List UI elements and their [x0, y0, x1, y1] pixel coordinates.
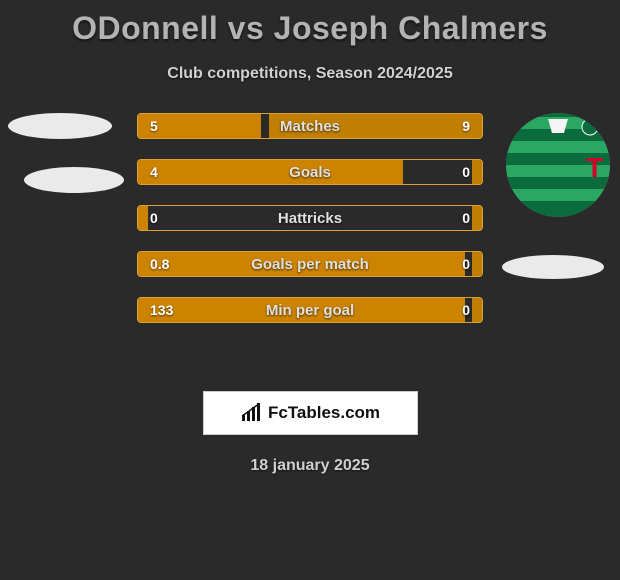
player-right-avatar: T — [506, 113, 610, 217]
stat-bar-row: 40Goals — [137, 159, 483, 185]
stat-bar-label: Goals per match — [138, 252, 482, 276]
date-text: 18 january 2025 — [0, 457, 620, 475]
logo-text: FcTables.com — [268, 403, 380, 423]
avatar-jersey-icon: T — [506, 113, 610, 217]
player-left-ellipse-1 — [8, 113, 112, 139]
stat-bar-row: 1330Min per goal — [137, 297, 483, 323]
stat-bar-label: Matches — [138, 114, 482, 138]
svg-text:T: T — [586, 152, 603, 183]
stat-bars: 59Matches 40Goals 00Hattricks 0.80Goals per… — [137, 113, 483, 343]
stat-bar-row: 0.80Goals per match — [137, 251, 483, 277]
stat-bar-label: Goals — [138, 160, 482, 184]
player-left-avatar-block — [8, 113, 124, 193]
stat-bar-label: Hattricks — [138, 206, 482, 230]
player-right-avatar-block: T — [506, 113, 610, 217]
comparison-stage: T 59Matches 40Goals 00Hattricks 0.80Goals p… — [0, 113, 620, 373]
player-left-ellipse-2 — [24, 167, 124, 193]
stat-bar-label: Min per goal — [138, 298, 482, 322]
stat-bar-row: 00Hattricks — [137, 205, 483, 231]
player-right-ellipse — [502, 255, 604, 279]
fctables-logo-icon — [240, 403, 264, 423]
stat-bar-row: 59Matches — [137, 113, 483, 139]
logo-box: FcTables.com — [203, 391, 418, 435]
page-title: ODonnell vs Joseph Chalmers — [0, 0, 620, 47]
subtitle: Club competitions, Season 2024/2025 — [0, 65, 620, 83]
